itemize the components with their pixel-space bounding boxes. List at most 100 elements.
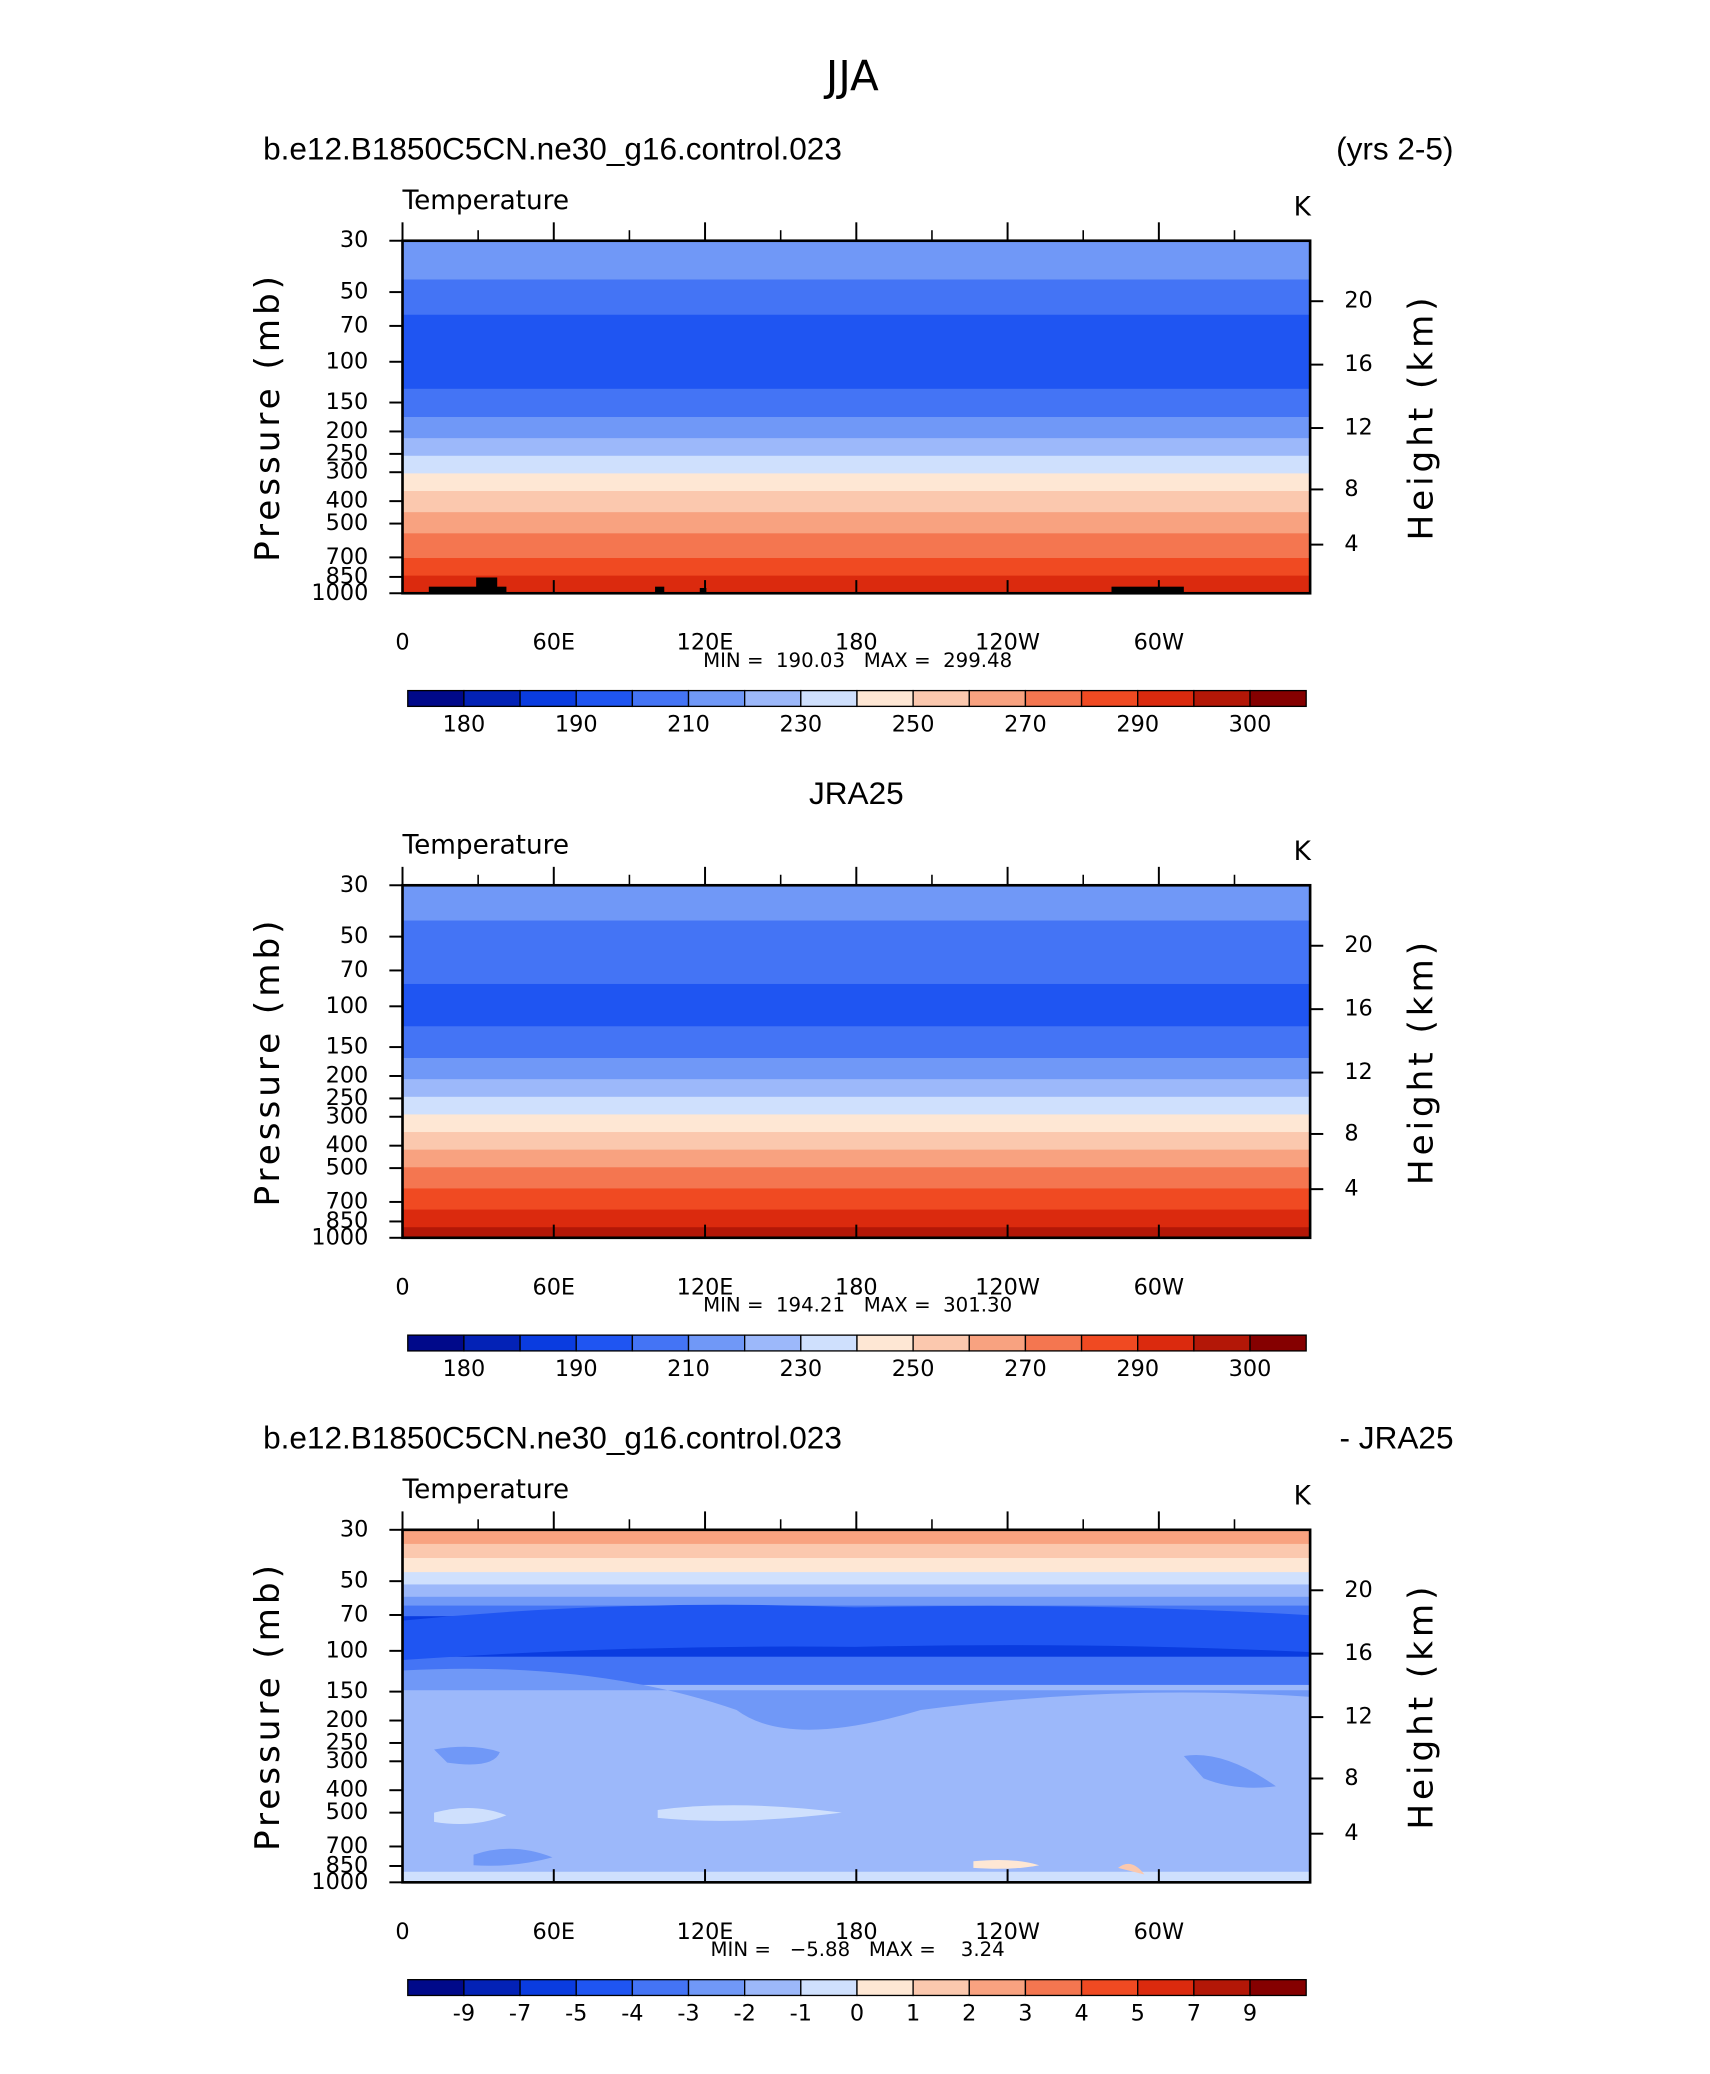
contour-band <box>402 1543 1311 1559</box>
colorbar-swatch <box>968 1334 1027 1352</box>
colorbar-swatch <box>631 1334 690 1352</box>
topography <box>428 586 507 594</box>
colorbar-swatch <box>912 1334 970 1352</box>
contour-field <box>402 885 1311 1239</box>
y-tick-label: 100 <box>326 1637 369 1663</box>
colorbar-swatch <box>631 689 690 708</box>
contour-band <box>402 533 1311 559</box>
contour-band <box>402 455 1311 475</box>
y-tick-label: 200 <box>326 418 369 444</box>
subtitle: Temperature <box>402 830 570 860</box>
colorbar-label: 250 <box>892 1356 935 1382</box>
colorbar-label: 290 <box>1116 1356 1159 1382</box>
x-tick-label: 0 <box>395 1274 409 1300</box>
y2-tick-label: 4 <box>1344 531 1358 557</box>
contour-patch <box>1118 1863 1145 1875</box>
y-axis-label: Pressure (mb) <box>248 1561 288 1851</box>
contour-band <box>402 1167 1311 1190</box>
contour-band <box>402 279 1311 316</box>
colorbar-swatch <box>687 1334 746 1352</box>
colorbar-label: 2 <box>962 2000 976 2026</box>
x-tick-label: 0 <box>395 1919 409 1945</box>
contour-band <box>402 1584 1311 1598</box>
contour-band <box>402 473 1311 492</box>
panel-title-left: b.e12.B1850C5CN.ne30_g16.control.023 <box>263 131 842 167</box>
colorbar-swatch <box>1249 1979 1307 1997</box>
y-tick-label: 150 <box>326 1678 369 1704</box>
contour-band <box>402 240 1311 281</box>
colorbar-label: 0 <box>850 2000 864 2026</box>
y-tick-label: 700 <box>326 544 369 570</box>
y-tick-label: 400 <box>326 1132 369 1158</box>
y-tick-label: 700 <box>326 1188 369 1214</box>
y2-tick-label: 12 <box>1344 1059 1372 1085</box>
colorbar-swatch <box>1080 1979 1139 1997</box>
y-tick-label: 300 <box>326 459 369 485</box>
colorbar-swatch <box>407 689 465 708</box>
contour-band <box>402 1096 1311 1116</box>
panel-title-right: - JRA25 <box>1340 1420 1454 1456</box>
contour-band <box>402 1572 1311 1586</box>
colorbar-label: 5 <box>1131 2000 1145 2026</box>
x-tick-label: 60E <box>532 1919 575 1945</box>
x-tick-label: 120W <box>975 1274 1040 1300</box>
colorbar-swatch <box>407 1334 465 1352</box>
y-tick-label: 250 <box>326 1085 369 1111</box>
y2-tick-label: 4 <box>1344 1820 1358 1846</box>
x-tick-label: 120W <box>975 630 1040 656</box>
subtitle: Temperature <box>402 1475 570 1505</box>
colorbar-swatch <box>463 1334 521 1352</box>
y-tick-label: 400 <box>326 488 369 514</box>
colorbar-swatch <box>968 1979 1027 1997</box>
y2-tick-label: 12 <box>1344 415 1372 441</box>
contour-patch <box>657 1805 842 1821</box>
x-tick-label: 120E <box>677 630 734 656</box>
x-tick-label: 120E <box>677 1274 734 1300</box>
colorbar-label: 1 <box>906 2000 920 2026</box>
y2-tick-label: 12 <box>1344 1704 1372 1730</box>
colorbar-swatch <box>575 689 634 708</box>
colorbar-swatch <box>631 1979 690 1997</box>
contour-band <box>402 1529 1311 1545</box>
contour-band <box>402 558 1311 577</box>
y2-tick-label: 16 <box>1344 1640 1372 1666</box>
y2-axis-label: Height (km) <box>1402 938 1442 1185</box>
colorbar-swatch <box>1024 1334 1083 1352</box>
x-tick-label: 120W <box>975 1919 1040 1945</box>
contour-band <box>402 1209 1311 1229</box>
colorbar-label: -4 <box>621 2000 643 2026</box>
y2-tick-label: 4 <box>1344 1176 1358 1202</box>
contour-band <box>402 1132 1311 1151</box>
units: K <box>1294 837 1312 867</box>
y-tick-label: 300 <box>326 1748 369 1774</box>
y-tick-label: 1000 <box>311 1869 368 1895</box>
y-tick-label: 70 <box>340 1601 368 1627</box>
colorbar-label: -2 <box>734 2000 756 2026</box>
contour-band <box>402 1558 1311 1573</box>
colorbar-swatch <box>1137 689 1195 708</box>
colorbar-swatch <box>1080 1334 1139 1352</box>
y-axis-label: Pressure (mb) <box>248 917 288 1207</box>
colorbar-label: 300 <box>1229 711 1272 737</box>
colorbar-swatch <box>912 689 970 708</box>
colorbar-label: 180 <box>443 711 486 737</box>
colorbar-swatch <box>800 1979 858 1997</box>
colorbar-swatch <box>463 689 521 708</box>
y-axis-label: Pressure (mb) <box>248 272 288 562</box>
colorbar-swatch <box>1024 689 1083 708</box>
stats: MIN = −5.88 MAX = 3.24 <box>711 1938 1005 1961</box>
colorbar-swatch <box>575 1334 634 1352</box>
colorbar-swatch <box>519 1334 577 1352</box>
y2-tick-label: 20 <box>1344 1577 1372 1603</box>
x-tick-label: 60E <box>532 1274 575 1300</box>
colorbar-swatch <box>575 1979 634 1997</box>
colorbar-swatch <box>519 1979 577 1997</box>
colorbar-label: 7 <box>1187 2000 1201 2026</box>
units: K <box>1294 192 1312 222</box>
panel-title-left: b.e12.B1850C5CN.ne30_g16.control.023 <box>263 1420 842 1456</box>
y2-tick-label: 16 <box>1344 996 1372 1022</box>
contour-band <box>402 920 1311 985</box>
colorbar-swatch <box>1193 1334 1251 1352</box>
y-tick-label: 200 <box>326 1062 369 1088</box>
y-tick-label: 500 <box>326 510 369 536</box>
